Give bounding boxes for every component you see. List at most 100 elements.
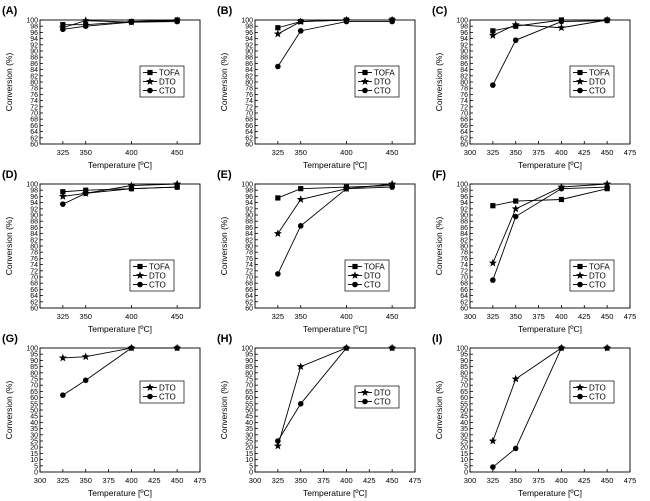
x-tick-label: 400 xyxy=(340,312,353,321)
y-tick-label: 15 xyxy=(245,451,253,458)
data-point-dto xyxy=(273,229,282,237)
data-point-cto xyxy=(604,184,610,190)
x-tick-label: 300 xyxy=(249,476,262,485)
y-axis-label: Conversion (%) xyxy=(4,217,14,276)
data-point-cto xyxy=(82,190,89,197)
x-tick-label: 375 xyxy=(317,476,330,485)
x-tick-label: 350 xyxy=(79,476,92,485)
legend-marker-cto xyxy=(147,393,153,400)
legend-marker-dto xyxy=(576,383,584,391)
x-tick-label: 400 xyxy=(340,148,353,157)
y-tick-label: 15 xyxy=(30,451,38,458)
y-tick-label: 72 xyxy=(460,268,468,275)
y-tick-label: 55 xyxy=(30,401,38,408)
legend-label: CTO xyxy=(374,86,391,95)
y-tick-label: 84 xyxy=(245,231,253,238)
data-point-cto xyxy=(604,17,610,24)
y-tick-label: 84 xyxy=(30,67,38,74)
x-tick-label: 325 xyxy=(57,148,70,157)
y-tick-label: 90 xyxy=(245,49,253,56)
y-tick-label: 0 xyxy=(34,470,38,477)
y-tick-label: 90 xyxy=(245,358,253,365)
y-tick-label: 70 xyxy=(460,275,468,282)
data-point-cto xyxy=(490,277,496,283)
data-point-dto xyxy=(58,192,67,200)
y-tick-label: 60 xyxy=(460,142,468,149)
plot-frame xyxy=(39,347,201,473)
x-tick-label: 375 xyxy=(532,312,545,321)
y-tick-label: 72 xyxy=(460,104,468,111)
y-tick-label: 65 xyxy=(460,389,468,396)
panel-label: (C) xyxy=(432,5,448,17)
legend-label: DTO xyxy=(364,271,381,280)
y-tick-label: 86 xyxy=(30,61,38,68)
y-tick-label: 100 xyxy=(456,346,468,353)
x-tick-label: 450 xyxy=(171,476,184,485)
data-point-cto xyxy=(128,19,135,25)
y-tick-label: 62 xyxy=(30,299,38,306)
y-tick-label: 62 xyxy=(460,135,468,142)
y-tick-label: 84 xyxy=(30,231,38,238)
data-point-cto xyxy=(343,345,350,351)
y-tick-label: 82 xyxy=(245,237,253,244)
legend-label: DTO xyxy=(589,77,606,86)
x-tick-label: 350 xyxy=(509,148,522,157)
y-axis-label: Conversion (%) xyxy=(434,381,444,440)
data-point-dto xyxy=(511,374,520,383)
legend-label: DTO xyxy=(374,388,391,397)
y-tick-label: 94 xyxy=(245,36,253,43)
x-axis-label: Temperature [ºC] xyxy=(303,160,367,170)
x-tick-label: 425 xyxy=(578,476,591,485)
y-tick-label: 60 xyxy=(30,142,38,149)
data-point-cto xyxy=(389,184,395,190)
x-axis-label: Temperature [ºC] xyxy=(518,160,582,170)
y-tick-label: 60 xyxy=(30,395,38,402)
panel-g: (G) 0510152025303540455055606570758085909… xyxy=(2,333,206,498)
y-tick-label: 10 xyxy=(460,457,468,464)
y-tick-label: 64 xyxy=(245,129,253,136)
y-tick-label: 70 xyxy=(460,383,468,390)
x-tick-label: 450 xyxy=(386,476,399,485)
x-tick-label: 375 xyxy=(532,148,545,157)
x-tick-label: 325 xyxy=(272,476,285,485)
y-tick-label: 60 xyxy=(245,306,253,313)
y-tick-label: 100 xyxy=(26,18,38,25)
y-tick-label: 88 xyxy=(30,219,38,226)
x-tick-label: 400 xyxy=(125,476,138,485)
legend-label: TOFA xyxy=(364,262,385,271)
data-point-dto xyxy=(603,179,612,188)
y-tick-label: 72 xyxy=(30,104,38,111)
x-tick-label: 450 xyxy=(601,312,614,321)
data-point-tofa xyxy=(275,25,281,31)
data-point-dto xyxy=(488,436,497,445)
legend-label: CTO xyxy=(159,86,176,95)
plot-frame xyxy=(254,347,416,473)
data-point-cto xyxy=(343,185,350,192)
data-point-tofa xyxy=(275,195,281,201)
x-axis-label: Temperature [ºC] xyxy=(303,488,367,498)
y-tick-label: 80 xyxy=(460,370,468,377)
y-tick-label: 0 xyxy=(249,470,253,477)
legend-marker-tofa xyxy=(147,69,153,76)
data-point-cto xyxy=(558,185,565,192)
legend-marker-tofa xyxy=(362,69,368,76)
y-tick-label: 25 xyxy=(245,439,253,446)
y-tick-label: 82 xyxy=(460,237,468,244)
data-point-dto xyxy=(557,23,566,32)
y-tick-label: 30 xyxy=(30,432,38,439)
y-tick-label: 68 xyxy=(245,281,253,288)
x-tick-label: 475 xyxy=(624,148,637,157)
y-tick-label: 80 xyxy=(245,244,253,251)
y-tick-label: 88 xyxy=(460,55,468,62)
y-tick-label: 80 xyxy=(30,370,38,377)
x-tick-label: 450 xyxy=(601,148,614,157)
legend-label: CTO xyxy=(589,86,606,95)
legend-marker-dto xyxy=(351,271,359,279)
data-point-cto xyxy=(558,18,565,25)
panel-f: (F)6062646668707274767880828486889092949… xyxy=(432,169,636,334)
y-tick-label: 5 xyxy=(464,463,468,470)
series-line-tofa xyxy=(492,19,608,32)
